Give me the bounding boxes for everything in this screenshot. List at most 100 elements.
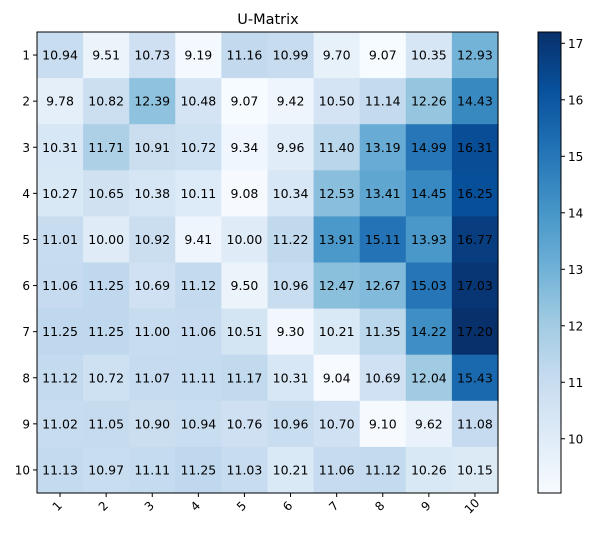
- colorbar-tick-label-12: 12: [568, 319, 583, 333]
- y-tick-label-1: 1: [22, 49, 30, 63]
- cell-label-r5-c2: 10.00: [88, 232, 124, 247]
- heatmap-cell-r2-c10: [451, 78, 499, 125]
- cell-label-r5-c10: 16.77: [457, 232, 493, 247]
- cell-label-r9-c8: 9.10: [369, 416, 397, 431]
- heatmap-cell-r10-c1: [37, 446, 84, 494]
- heatmap-cell-r3-c1: [37, 124, 84, 171]
- cell-label-r4-c9: 14.45: [411, 186, 447, 201]
- cell-label-r8-c2: 10.72: [88, 370, 124, 385]
- heatmap-cell-r3-c9: [405, 124, 453, 171]
- heatmap-cell-r6-c5: [221, 262, 269, 310]
- heatmap-cell-r9-c7: [313, 400, 361, 448]
- cell-label-r10-c10: 10.15: [457, 462, 493, 477]
- colorbar-gradient: [537, 31, 562, 494]
- cell-label-r4-c10: 16.25: [457, 186, 493, 201]
- cell-label-r6-c1: 11.06: [42, 278, 78, 293]
- heatmap-cell-r2-c6: [267, 78, 315, 125]
- cell-label-r3-c2: 11.71: [88, 140, 124, 155]
- cell-label-r6-c5: 9.50: [231, 278, 259, 293]
- cell-label-r7-c8: 11.35: [365, 324, 401, 339]
- chart-title: U-Matrix: [237, 12, 299, 28]
- cell-label-r2-c10: 14.43: [457, 94, 493, 109]
- cell-label-r8-c6: 10.31: [273, 370, 309, 385]
- cell-label-r7-c2: 11.25: [88, 324, 124, 339]
- cell-label-r3-c7: 11.40: [319, 140, 355, 155]
- heatmap-cell-r4-c1: [37, 170, 84, 217]
- heatmap-cell-r6-c7: [313, 262, 361, 310]
- heatmap-cell-r10-c8: [359, 446, 407, 494]
- heatmap-cell-labels: 10.94 9.51 10.73 9.19 11.16 10.99 9.70 9.07 10.3…: [42, 48, 493, 478]
- heatmap-cell-r10-c2: [83, 446, 130, 494]
- cell-label-r1-c2: 9.51: [92, 48, 120, 63]
- heatmap-cell-r9-c6: [267, 400, 315, 448]
- colorbar-tick-label-16: 16: [568, 93, 583, 107]
- cell-label-r7-c4: 11.06: [180, 324, 216, 339]
- cell-label-r7-c3: 11.00: [134, 324, 170, 339]
- heatmap-cell-r2-c2: [83, 78, 130, 125]
- heatmap-cell-r7-c6: [267, 308, 315, 356]
- cell-label-r1-c4: 9.19: [184, 48, 212, 63]
- cell-label-r9-c10: 11.08: [457, 416, 493, 431]
- heatmap-cell-r7-c9: [405, 308, 453, 356]
- cell-label-r9-c4: 10.94: [180, 416, 216, 431]
- plot-frame: [36, 31, 499, 494]
- heatmap-cell-r2-c3: [129, 78, 176, 125]
- x-tick-label-6: 6: [280, 499, 295, 514]
- y-tick-label-8: 8: [22, 371, 30, 385]
- x-tick-label-9: 9: [418, 499, 433, 514]
- heatmap-cell-r5-c6: [267, 216, 315, 264]
- cell-label-r5-c7: 13.91: [319, 232, 355, 247]
- heatmap-cell-r5-c7: [313, 216, 361, 264]
- cell-label-r5-c9: 13.93: [411, 232, 447, 247]
- cell-label-r7-c1: 11.25: [42, 324, 78, 339]
- heatmap-cell-r5-c1: [37, 216, 84, 264]
- heatmap-cell-r1-c1: [37, 32, 84, 79]
- x-tick-label-3: 3: [142, 499, 157, 514]
- heatmap-cell-r8-c7: [313, 354, 361, 402]
- y-tick-label-6: 6: [22, 279, 30, 293]
- cell-label-r2-c8: 11.14: [365, 94, 401, 109]
- cell-label-r6-c4: 11.12: [180, 278, 216, 293]
- cell-label-r8-c1: 11.12: [42, 370, 78, 385]
- cell-label-r2-c1: 9.78: [46, 94, 74, 109]
- cell-label-r4-c7: 12.53: [319, 186, 355, 201]
- heatmap-cell-r1-c8: [359, 32, 407, 79]
- cell-label-r7-c6: 9.30: [277, 324, 305, 339]
- heatmap-cell-r8-c5: [221, 354, 269, 402]
- colorbar-tick-label-10: 10: [568, 432, 583, 446]
- cell-label-r5-c1: 11.01: [42, 232, 78, 247]
- cell-label-r1-c10: 12.93: [457, 48, 493, 63]
- heatmap-cell-r2-c4: [175, 78, 222, 125]
- cell-label-r1-c3: 10.73: [134, 48, 170, 63]
- heatmap-cell-r4-c8: [359, 170, 407, 217]
- y-tick-label-7: 7: [22, 325, 30, 339]
- heatmap-cell-r3-c6: [267, 124, 315, 171]
- heatmap-cell-r9-c2: [83, 400, 130, 448]
- cell-label-r2-c3: 12.39: [134, 94, 170, 109]
- cell-label-r7-c7: 10.21: [319, 324, 355, 339]
- heatmap-cell-r8-c4: [175, 354, 222, 402]
- heatmap-cell-r6-c6: [267, 262, 315, 310]
- cell-label-r3-c1: 10.31: [42, 140, 78, 155]
- cell-label-r9-c5: 10.76: [227, 416, 263, 431]
- colorbar-tick-label-13: 13: [568, 263, 583, 277]
- cell-label-r3-c4: 10.72: [180, 140, 216, 155]
- y-tick-label-10: 10: [15, 463, 30, 477]
- heatmap-cell-r7-c7: [313, 308, 361, 356]
- heatmap-cell-r8-c2: [83, 354, 130, 402]
- cell-label-r2-c7: 10.50: [319, 94, 355, 109]
- heatmap-cell-r6-c3: [129, 262, 176, 310]
- heatmap-cell-r3-c4: [175, 124, 222, 171]
- cell-label-r10-c9: 10.26: [411, 462, 447, 477]
- cell-label-r4-c8: 13.41: [365, 186, 401, 201]
- heatmap-cell-r4-c5: [221, 170, 269, 217]
- cell-label-r1-c6: 10.99: [273, 48, 309, 63]
- heatmap-cell-r5-c3: [129, 216, 176, 264]
- cell-label-r4-c6: 10.34: [273, 186, 309, 201]
- cell-label-r10-c6: 10.21: [273, 462, 309, 477]
- cell-label-r8-c5: 11.17: [227, 370, 263, 385]
- cell-label-r4-c3: 10.38: [134, 186, 170, 201]
- cell-label-r3-c3: 10.91: [134, 140, 170, 155]
- colorbar: 10 11 12 13 14 15 16 17: [537, 31, 583, 494]
